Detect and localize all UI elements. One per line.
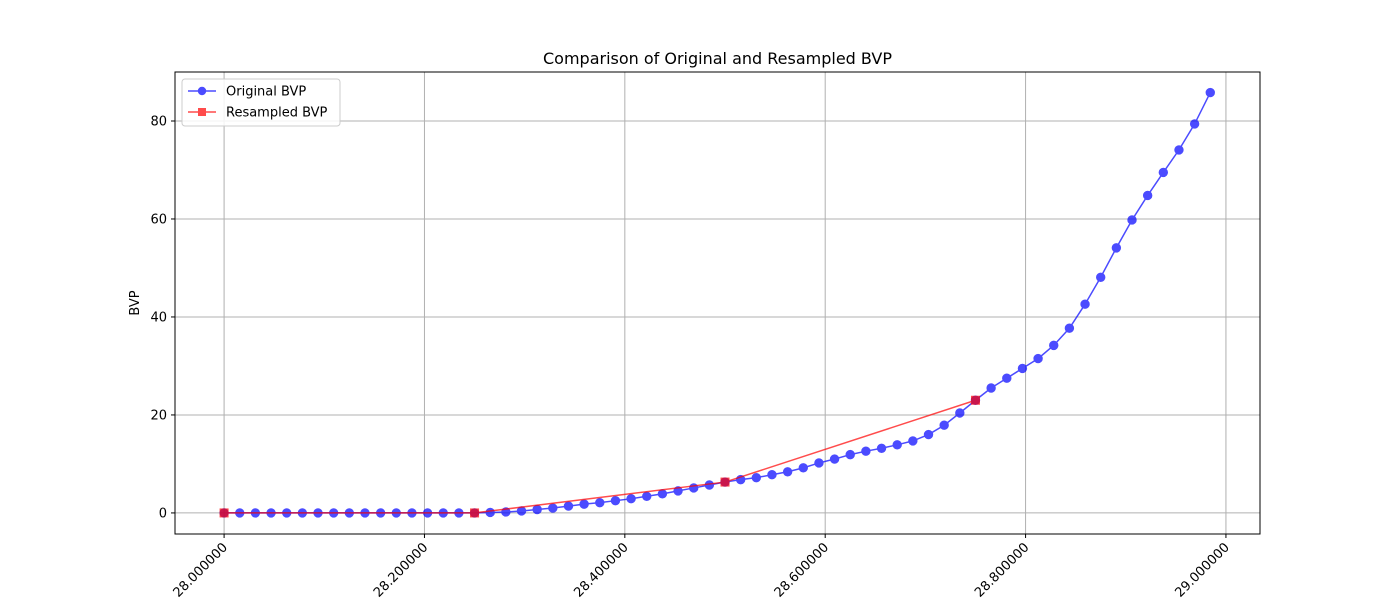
legend-item [188, 86, 216, 96]
original-point [767, 470, 777, 480]
legend: Original BVP Resampled BVP [181, 78, 341, 127]
resampled-line [224, 399, 976, 514]
original-point [485, 507, 495, 518]
x-tick-label: 28.600000 [772, 540, 832, 600]
x-tick-label: 28.800000 [972, 540, 1032, 600]
original-point [610, 495, 621, 506]
legend-label: Resampled BVP [226, 106, 328, 121]
original-point [986, 383, 996, 393]
series-layer [219, 87, 1215, 518]
original-point [1064, 323, 1075, 333]
original-point [1049, 340, 1059, 351]
original-point [829, 454, 840, 464]
resampled-point [470, 508, 480, 518]
original-point [923, 429, 934, 440]
original-point [563, 501, 574, 511]
legend-marker-circle [197, 86, 207, 96]
legend-box [181, 78, 341, 127]
original-point [1205, 87, 1215, 98]
legend-marker-square [198, 108, 206, 116]
original-point [782, 467, 793, 477]
original-point [876, 443, 887, 453]
axis-ticks: 28.000000 28.200000 28.400000 28.600000 28.8… [150, 114, 1232, 600]
resampled-series [219, 395, 980, 518]
original-point [1158, 167, 1169, 178]
original-point [814, 458, 824, 468]
y-tick-label: 40 [150, 310, 167, 325]
original-point [1111, 243, 1122, 253]
grid-lines [175, 72, 1260, 534]
original-point [845, 449, 855, 460]
original-point [1127, 215, 1137, 225]
x-tick-label: 29.000000 [1172, 540, 1232, 600]
x-tick-label: 28.000000 [171, 540, 231, 600]
original-point [939, 420, 949, 430]
x-tick-label: 28.400000 [571, 540, 631, 600]
resampled-point [720, 477, 730, 487]
y-tick-label: 0 [159, 506, 167, 521]
original-point [955, 408, 965, 418]
original-point [798, 463, 808, 473]
legend-label: Original BVP [226, 85, 306, 100]
original-point [1142, 190, 1153, 201]
original-series [219, 87, 1215, 518]
original-point [642, 491, 652, 501]
original-point [579, 499, 589, 509]
x-tick-label: 28.200000 [371, 540, 431, 600]
resampled-point [219, 508, 229, 518]
plot-frame [174, 71, 1261, 535]
legend-item [188, 108, 216, 116]
original-point [532, 504, 542, 515]
original-point [626, 494, 636, 504]
y-tick-label: 80 [150, 114, 167, 129]
y-tick-label: 20 [150, 408, 167, 423]
original-point [892, 440, 902, 450]
original-point [908, 436, 918, 446]
original-point [1096, 272, 1106, 282]
original-point [548, 503, 558, 513]
original-point [595, 497, 605, 508]
original-point [1002, 373, 1012, 383]
original-point [1033, 353, 1043, 364]
original-point [751, 472, 762, 483]
original-line [224, 92, 1211, 514]
original-point [861, 446, 871, 456]
original-point [1174, 145, 1184, 155]
y-axis-label: BVP [128, 290, 143, 315]
y-tick-label: 60 [150, 212, 167, 227]
original-point [1189, 119, 1200, 129]
chart-title: Comparison of Original and Resampled BVP [543, 49, 892, 68]
resampled-point [970, 395, 980, 405]
original-point [1080, 299, 1090, 309]
original-point [1017, 363, 1028, 374]
